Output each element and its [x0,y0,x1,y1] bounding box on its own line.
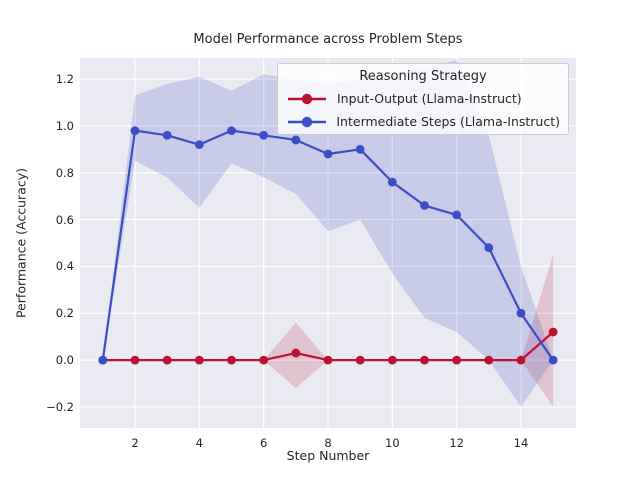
y-tick-label: 1.0 [55,118,74,133]
legend-entry-input-output: Input-Output (Llama-Instruct) [286,87,560,110]
intermediate-steps-band [102,60,554,407]
intermediate-steps-marker [227,126,236,135]
intermediate-steps-marker [194,140,204,150]
intermediate-steps-marker [355,144,365,154]
intermediate-steps-marker [387,177,397,187]
y-tick-label: −0.2 [46,399,74,414]
y-tick-label: 0.6 [55,212,74,227]
legend-title: Reasoning Strategy [359,69,487,84]
intermediate-steps-marker [259,130,269,140]
input-output-marker [227,355,236,365]
intermediate-steps-marker [130,126,140,135]
x-tick-label: 8 [324,436,332,450]
legend: Reasoning Strategy Input-Output (Llama-I… [277,63,569,135]
x-tick-label: 2 [131,436,139,450]
y-tick-label: 0.2 [55,306,74,321]
line-marker-icon [288,93,326,104]
intermediate-steps-marker [420,201,429,210]
y-tick-label: 0.0 [55,353,74,368]
input-output-marker [259,355,269,365]
input-output-marker [548,327,558,337]
input-output-marker [323,355,333,365]
input-output-marker [420,355,429,365]
intermediate-steps-marker [98,355,108,365]
intermediate-steps-marker [516,308,526,318]
chart-title: Model Performance across Problem Steps [193,32,463,47]
input-output-marker [387,355,397,365]
intermediate-steps-marker [548,355,558,365]
input-output-marker [130,355,140,365]
intermediate-steps-marker [484,243,494,253]
input-output-marker [452,355,462,365]
legend-entry-label: Intermediate Steps (Llama-Instruct) [336,114,560,129]
y-tick-label: 0.8 [55,165,74,180]
x-tick-label: 14 [513,436,529,450]
input-output-marker [291,348,301,358]
x-tick-label: 4 [195,436,203,450]
legend-entry-intermediate-steps: Intermediate Steps (Llama-Instruct) [286,110,560,133]
x-tick-label: 12 [449,436,464,450]
intermediate-steps-marker [323,149,333,159]
input-output-marker [194,355,204,365]
y-tick-label: 0.4 [55,259,74,274]
y-tick-label: 1.2 [55,72,74,87]
y-axis-label: Performance (Accuracy) [13,167,29,319]
line-marker-icon [288,116,326,127]
x-tick-label: 10 [385,436,400,450]
input-output-marker [484,355,494,365]
input-output-marker [162,355,172,365]
intermediate-steps-marker [162,130,172,140]
x-axis-label: Step Number [286,448,370,463]
legend-entry-label: Input-Output (Llama-Instruct) [337,91,522,106]
input-output-marker [355,355,365,365]
x-tick-label: 6 [259,436,268,450]
input-output-marker [516,355,526,365]
intermediate-steps-marker [291,135,301,145]
intermediate-steps-marker [452,210,462,220]
